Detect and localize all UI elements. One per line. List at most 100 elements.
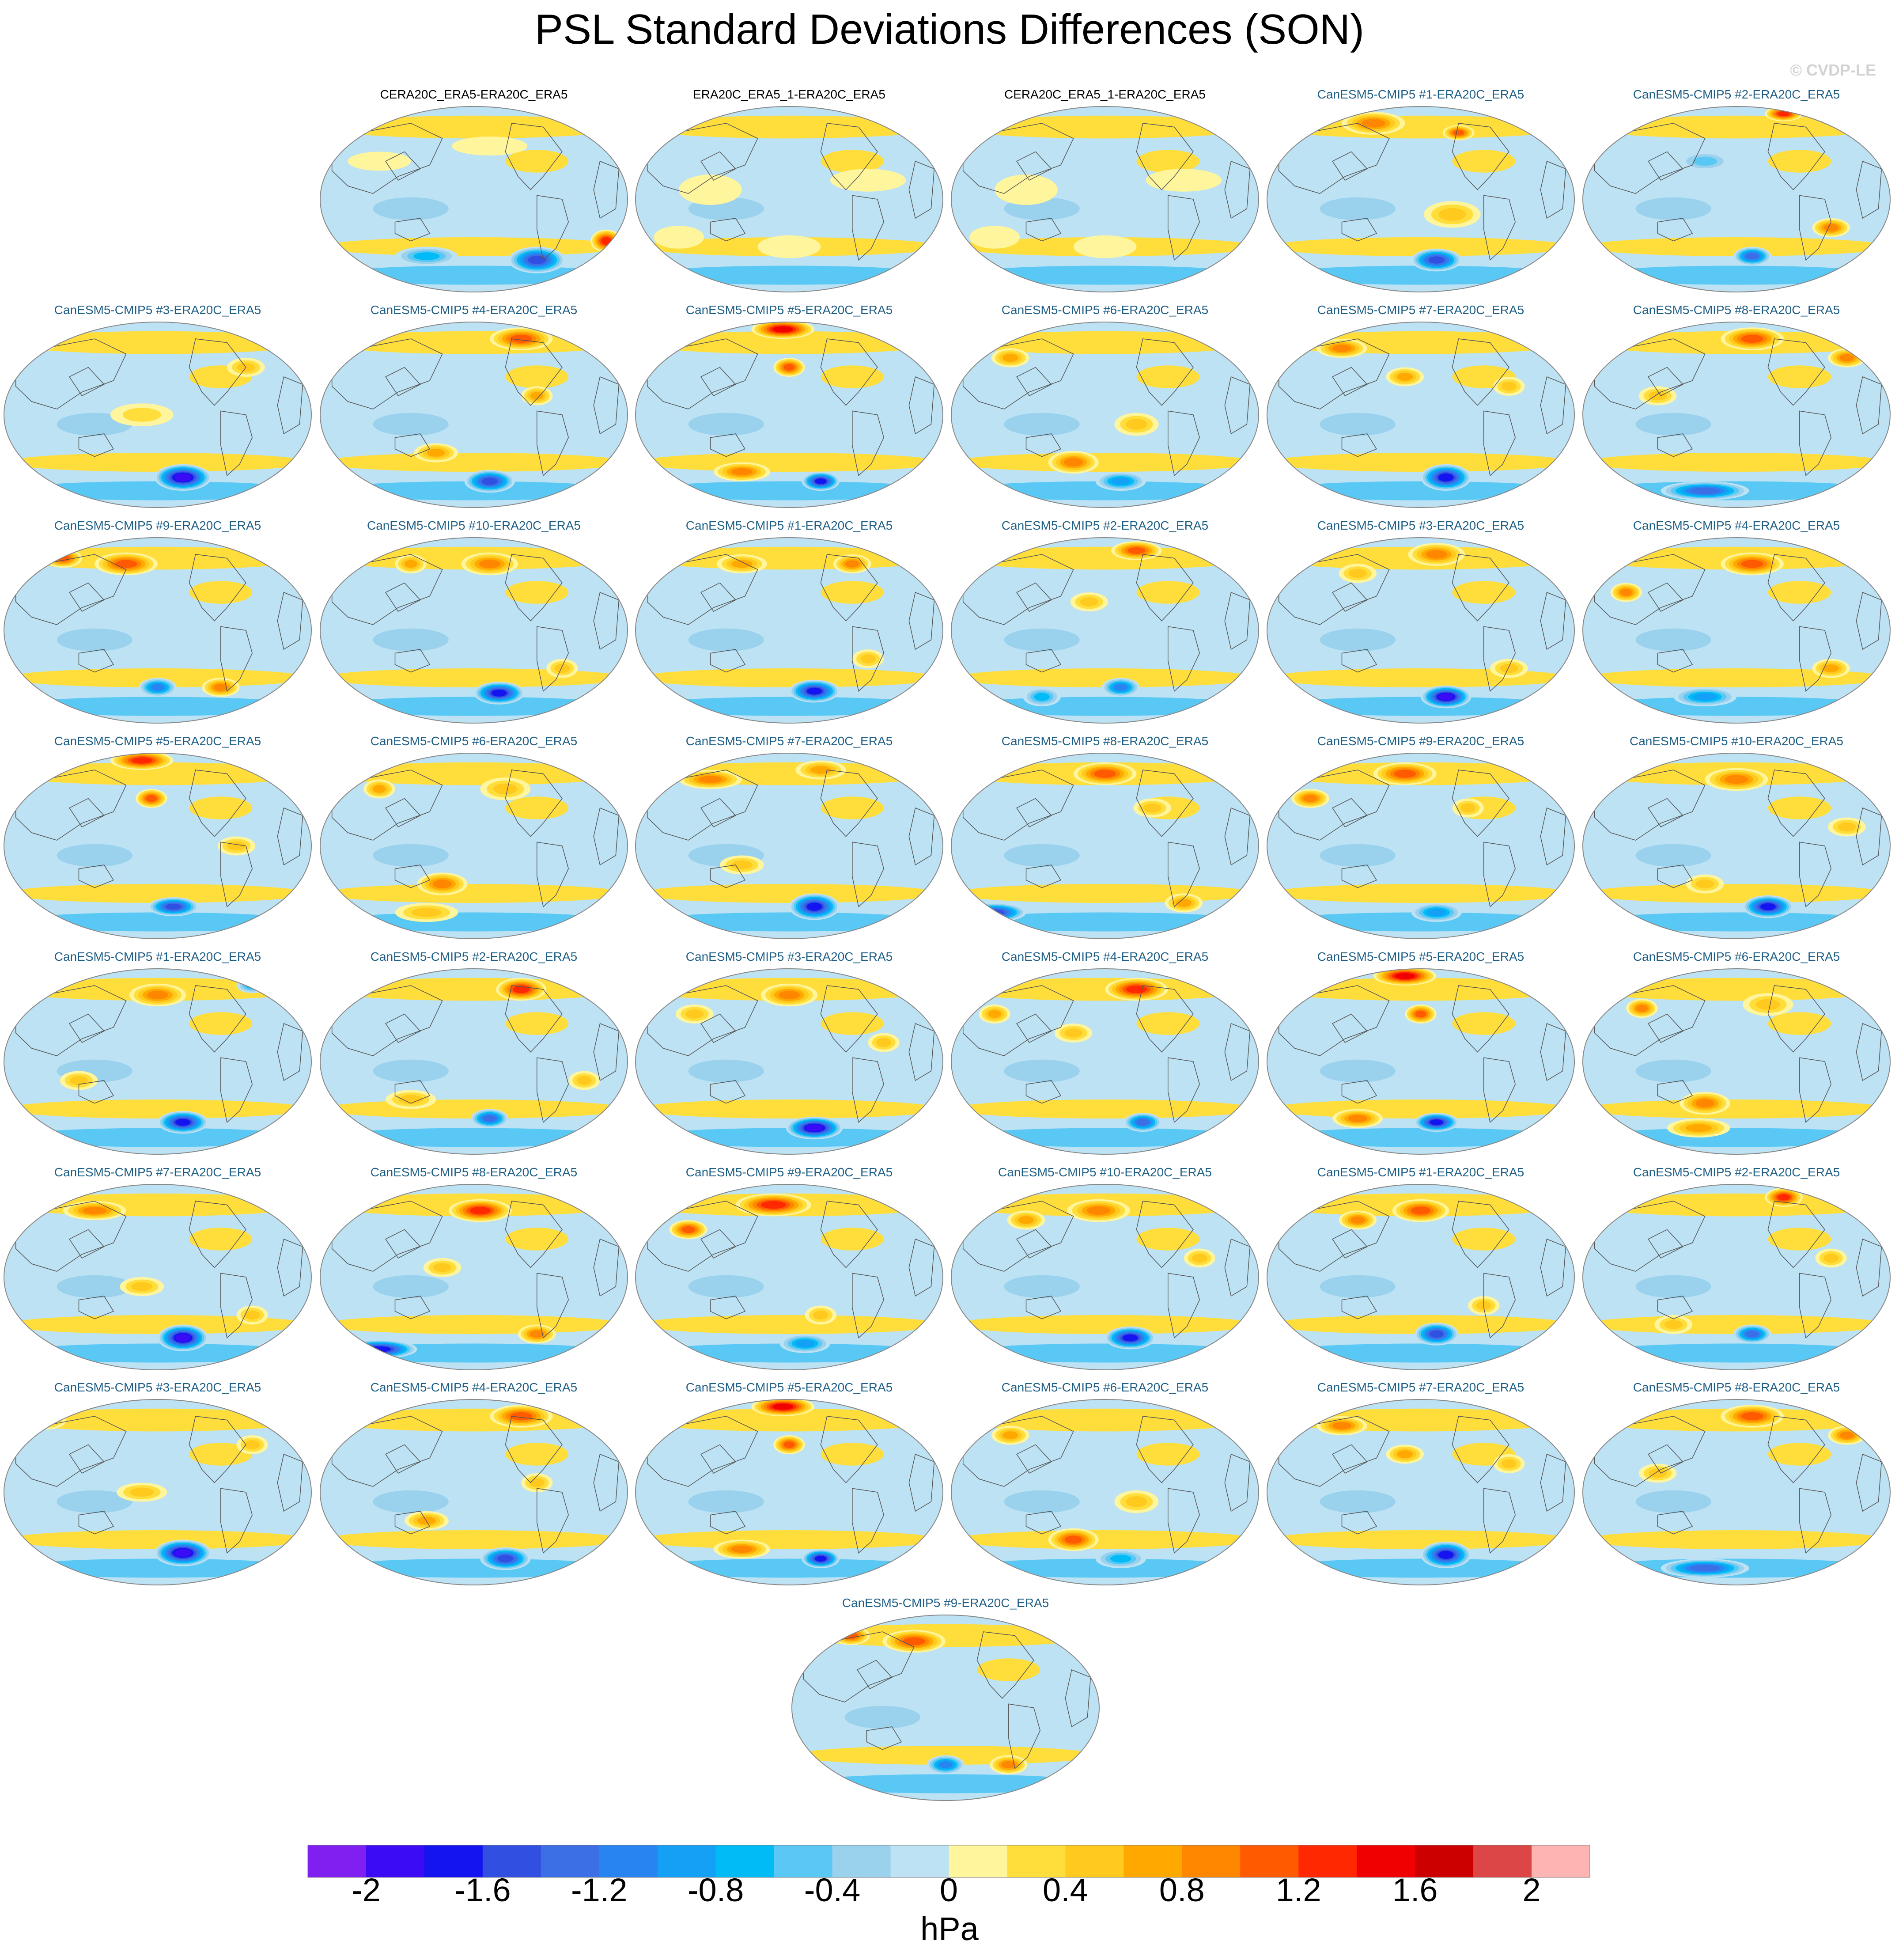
anomaly-contour — [483, 1115, 496, 1122]
field-band — [322, 697, 625, 716]
field-band — [6, 912, 309, 932]
coastline — [1278, 123, 1390, 194]
map-field — [1582, 106, 1891, 292]
coastline — [593, 1238, 620, 1297]
field-band — [505, 1228, 569, 1251]
field-band — [1269, 884, 1572, 903]
coastline — [78, 649, 114, 673]
field-band — [373, 1059, 449, 1083]
field-band — [638, 453, 941, 472]
field-band — [1768, 365, 1831, 388]
coastline — [1594, 770, 1706, 841]
map-panel: CanESM5-CMIP5 #6-ERA20C_ERA5 — [947, 1380, 1263, 1588]
field-band — [688, 1275, 764, 1298]
coastline — [385, 367, 421, 396]
map-panel: CanESM5-CMIP5 #9-ERA20C_ERA5 — [788, 1596, 1103, 1804]
coastline — [537, 1057, 569, 1123]
anomaly-contour — [731, 560, 753, 568]
panel-title: CanESM5-CMIP5 #7-ERA20C_ERA5 — [685, 734, 893, 748]
map-outline — [951, 537, 1259, 724]
coastline — [1657, 649, 1693, 673]
anomaly-contour — [69, 1076, 88, 1085]
map-panel: CanESM5-CMIP5 #2-ERA20C_ERA5 — [316, 950, 632, 1157]
coastline — [1025, 649, 1062, 673]
anomaly-contour — [876, 1038, 892, 1047]
field-band — [1320, 197, 1396, 220]
field-band — [1635, 413, 1711, 436]
field-band — [1269, 115, 1572, 139]
coastline — [1540, 1453, 1566, 1512]
field-band — [1585, 1099, 1888, 1118]
coastline — [505, 985, 563, 1053]
map-field — [635, 1399, 943, 1585]
coastline — [1657, 1296, 1693, 1319]
anomaly-contour — [1362, 119, 1385, 128]
field-band — [638, 1530, 941, 1549]
field-band — [373, 844, 449, 867]
colorbar-tick-label: 2 — [1522, 1872, 1541, 1908]
colorbar-tick-label: -1.6 — [454, 1872, 511, 1908]
coastline — [1332, 151, 1368, 181]
field-band — [953, 884, 1256, 903]
anomaly-contour — [1453, 130, 1464, 136]
coastline — [1648, 1229, 1683, 1259]
field-band — [1768, 1228, 1831, 1251]
coastline — [710, 433, 746, 457]
coastline — [78, 1296, 114, 1319]
anomaly-contour — [1741, 560, 1763, 568]
field-band — [953, 1530, 1256, 1549]
coastline — [537, 842, 569, 908]
coastline — [1016, 582, 1052, 612]
anomaly-contour — [367, 1346, 391, 1352]
field-band — [1585, 237, 1888, 256]
coastline — [1341, 1296, 1377, 1319]
coastline — [505, 338, 563, 406]
field-band — [1635, 1490, 1711, 1513]
field-band — [1585, 115, 1888, 139]
anomaly-contour — [1696, 879, 1714, 889]
anomaly-contour — [1839, 354, 1854, 362]
coastline — [1657, 1080, 1693, 1104]
coastline — [1136, 554, 1194, 622]
field-band — [505, 796, 569, 819]
map-panel: CanESM5-CMIP5 #1-ERA20C_ERA5 — [0, 950, 315, 1157]
anomaly-contour — [1122, 1334, 1138, 1342]
map-field — [320, 1184, 628, 1370]
map-field — [1582, 753, 1891, 939]
anomaly-contour — [398, 1095, 423, 1104]
coastline — [537, 410, 569, 477]
coastline — [1799, 1057, 1831, 1123]
coastline — [394, 864, 431, 888]
coastline — [852, 842, 884, 908]
anomaly-contour — [129, 1487, 154, 1497]
field-band — [6, 1128, 309, 1147]
field-band — [373, 413, 449, 436]
field-band — [373, 1490, 449, 1513]
field-band — [322, 912, 625, 932]
map-field — [320, 753, 628, 939]
map-outline — [635, 1399, 943, 1585]
coastline — [1594, 554, 1706, 625]
panel-title: CanESM5-CMIP5 #7-ERA20C_ERA5 — [1317, 303, 1524, 317]
anomaly-contour — [1034, 693, 1050, 701]
map-panel: CanESM5-CMIP5 #8-ERA20C_ERA5 — [1579, 303, 1894, 511]
field-band — [322, 1315, 625, 1334]
anomaly-contour — [245, 1440, 260, 1449]
coastline — [962, 1416, 1074, 1487]
field-band — [189, 1228, 253, 1251]
map-field — [320, 968, 628, 1155]
field-band — [6, 1530, 309, 1549]
field-band — [1136, 1012, 1200, 1035]
field-band — [1004, 1490, 1080, 1513]
coastline — [647, 1416, 758, 1487]
coastline — [331, 985, 443, 1056]
anomaly-contour — [479, 559, 500, 569]
anomaly-contour — [1438, 473, 1454, 482]
coastline — [852, 195, 884, 261]
field-band — [953, 546, 1256, 570]
field-band — [638, 697, 941, 716]
anomaly-contour — [939, 1761, 952, 1768]
panel-title: CanESM5-CMIP5 #6-ERA20C_ERA5 — [1001, 1380, 1209, 1394]
coastline — [1856, 1453, 1882, 1512]
coastline — [1767, 770, 1825, 837]
